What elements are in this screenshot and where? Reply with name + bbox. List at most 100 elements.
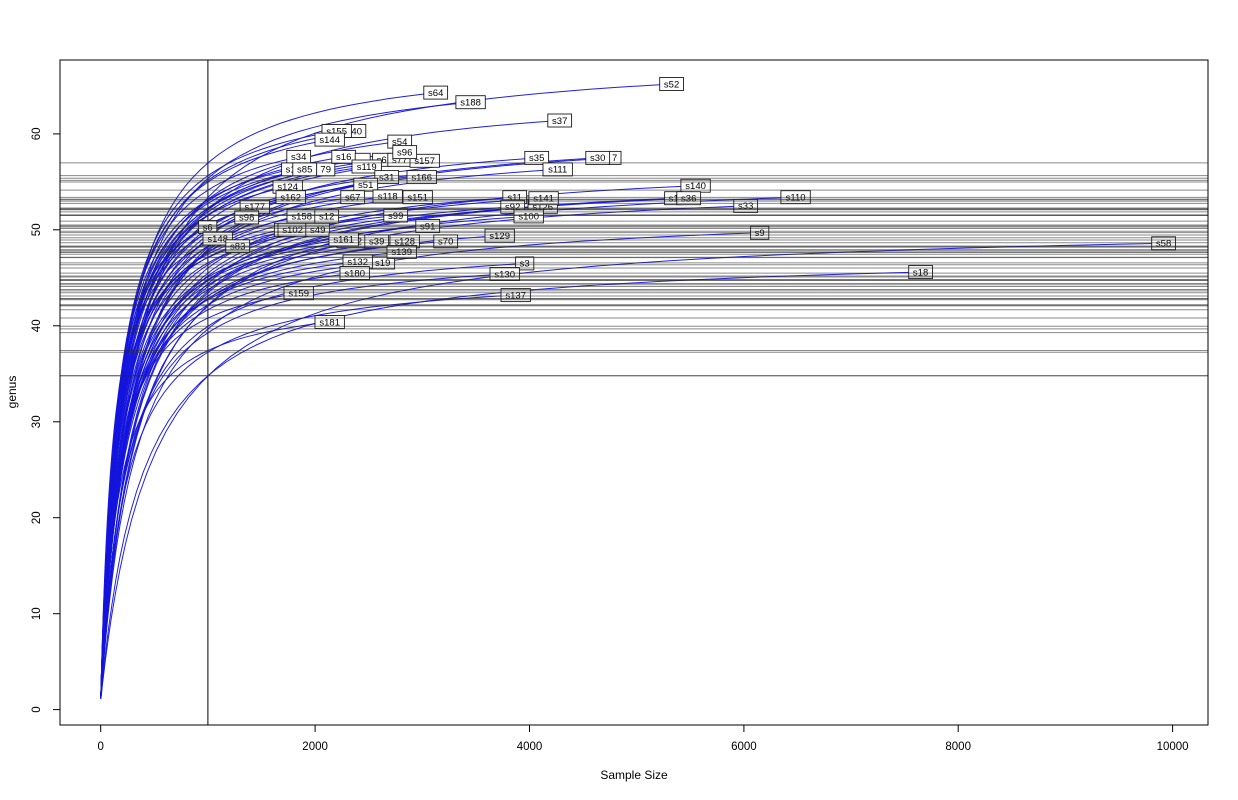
plot-frame (59, 59, 1209, 726)
y-tick-label: 10 (31, 607, 43, 620)
sample-label-s30: s30 (585, 150, 611, 165)
sample-label-text: s49 (310, 225, 325, 236)
rarefaction-curve-s85 (100, 168, 305, 697)
x-tick-label: 2000 (302, 741, 328, 753)
sample-label-text: s52 (664, 79, 679, 90)
sample-label-s35: s35 (524, 150, 550, 165)
sample-label-text: s16 (336, 152, 351, 163)
sample-label-text: s12 (319, 212, 334, 223)
sample-label-box (423, 85, 449, 100)
rarefaction-curve-s137 (100, 294, 516, 699)
rarefaction-curve-s37 (100, 120, 560, 698)
x-tick-label: 6000 (731, 741, 757, 753)
sample-label-s98: s98 (234, 210, 260, 225)
sample-label-text: s37 (552, 116, 567, 127)
sample-label-text: s58 (1156, 239, 1171, 250)
sample-label-text: s180 (344, 268, 365, 279)
y-tick-label: 0 (31, 706, 43, 712)
sample-label-text: s155 (326, 126, 347, 137)
sample-label-text: s158 (291, 212, 312, 223)
x-axis-title: Sample Size (600, 768, 668, 782)
rarefaction-curves-layer (100, 83, 1164, 700)
sample-label-text: s3 (520, 259, 530, 270)
y-tick-label: 20 (31, 511, 43, 524)
sample-label-text: s33 (738, 201, 753, 212)
sample-label-text: s67 (345, 193, 360, 204)
sample-label-text: s119 (357, 162, 377, 173)
sample-label-text: s51 (358, 180, 373, 191)
sample-label-s188: s188 (455, 95, 486, 110)
sample-label-text: s159 (288, 289, 309, 300)
sample-label-box (455, 95, 486, 110)
rarefaction-curve-s91 (100, 225, 428, 698)
sample-label-text: s140 (685, 181, 706, 192)
sample-label-text: s129 (489, 231, 510, 242)
sample-label-text: s151 (407, 193, 428, 204)
sample-label-text: s130 (494, 269, 515, 280)
sample-label-text: s99 (388, 211, 403, 222)
rarefaction-curve-s58 (100, 242, 1164, 700)
sample-label-s58: s58 (1151, 236, 1176, 251)
x-tick-label: 10000 (1157, 741, 1189, 753)
sample-label-s36: s36 (676, 191, 702, 206)
sample-label-box (409, 153, 440, 168)
y-tick-label: 60 (31, 128, 43, 141)
sample-label-s54: s54 (387, 134, 413, 149)
sample-label-text: s100 (518, 212, 539, 223)
sample-label-s51: s51 (353, 177, 379, 192)
sample-label-text: s132 (347, 257, 368, 268)
sample-label-text: s11 (507, 193, 522, 204)
sample-label-text: s77 (392, 155, 407, 166)
sample-label-s141: s141 (528, 191, 559, 206)
sample-label-text: s85 (297, 165, 312, 176)
reference-hlines-layer (60, 162, 1208, 377)
sample-label-text: s54 (392, 137, 407, 148)
sample-label-text: s144 (319, 135, 340, 146)
sample-label-s85: s85 (292, 162, 318, 177)
sample-label-text: 7 (612, 153, 617, 164)
x-tick-label: 8000 (945, 741, 971, 753)
rarefaction-curve-s67 (100, 196, 353, 698)
sample-label-s130: s130 (489, 267, 520, 281)
sample-label-text: s102 (282, 225, 303, 236)
y-tick-label: 40 (31, 319, 43, 332)
sample-label-text: s148 (207, 234, 228, 245)
sample-label-s34: s34 (286, 149, 312, 164)
y-tick-label: 50 (31, 223, 43, 236)
sample-label-s157: s157 (409, 153, 440, 168)
sample-label-79: 79 (316, 162, 336, 177)
y-tick-label: 30 (31, 415, 43, 428)
rarefaction-curve-s110 (100, 196, 796, 699)
sample-label-text: s110 (786, 193, 806, 204)
rarefaction-curve-s18 (100, 271, 921, 699)
sample-label-text: s30 (590, 153, 605, 164)
sample-label-text: s181 (319, 317, 340, 328)
sample-label-box (524, 150, 550, 165)
sample-label-box (314, 132, 345, 147)
y-axis-title: genus (5, 376, 19, 409)
sample-label-text: s64 (428, 88, 443, 99)
sample-label-box (392, 145, 418, 160)
sample-label-text: s111 (548, 165, 567, 176)
sample-label-text: s6 (203, 222, 213, 233)
sample-label-s96: s96 (392, 145, 418, 160)
sample-label-text: s98 (239, 213, 254, 224)
sample-label-text: s35 (529, 153, 544, 164)
sample-label-box (908, 265, 933, 280)
sample-label-text: s162 (280, 193, 301, 204)
rarefaction-curve-s9 (100, 232, 760, 699)
sample-label-box (659, 77, 684, 91)
sample-label-text: s124 (277, 182, 298, 193)
axes-layer: 0 2000 4000 6000 8000 10000 0 10 20 30 40 50 60 (31, 59, 1209, 753)
sample-label-text: 40 (351, 126, 362, 137)
sample-label-s52: s52 (659, 77, 684, 91)
sample-label-box (547, 113, 573, 128)
sample-label-text: s1 (286, 165, 296, 176)
sample-label-s111: s111 (542, 162, 573, 177)
sample-label-text: s128 (394, 237, 415, 248)
sample-label-text: s70 (438, 237, 453, 248)
sample-label-text: 79 (320, 165, 331, 176)
sample-label-text: s9 (755, 228, 765, 239)
